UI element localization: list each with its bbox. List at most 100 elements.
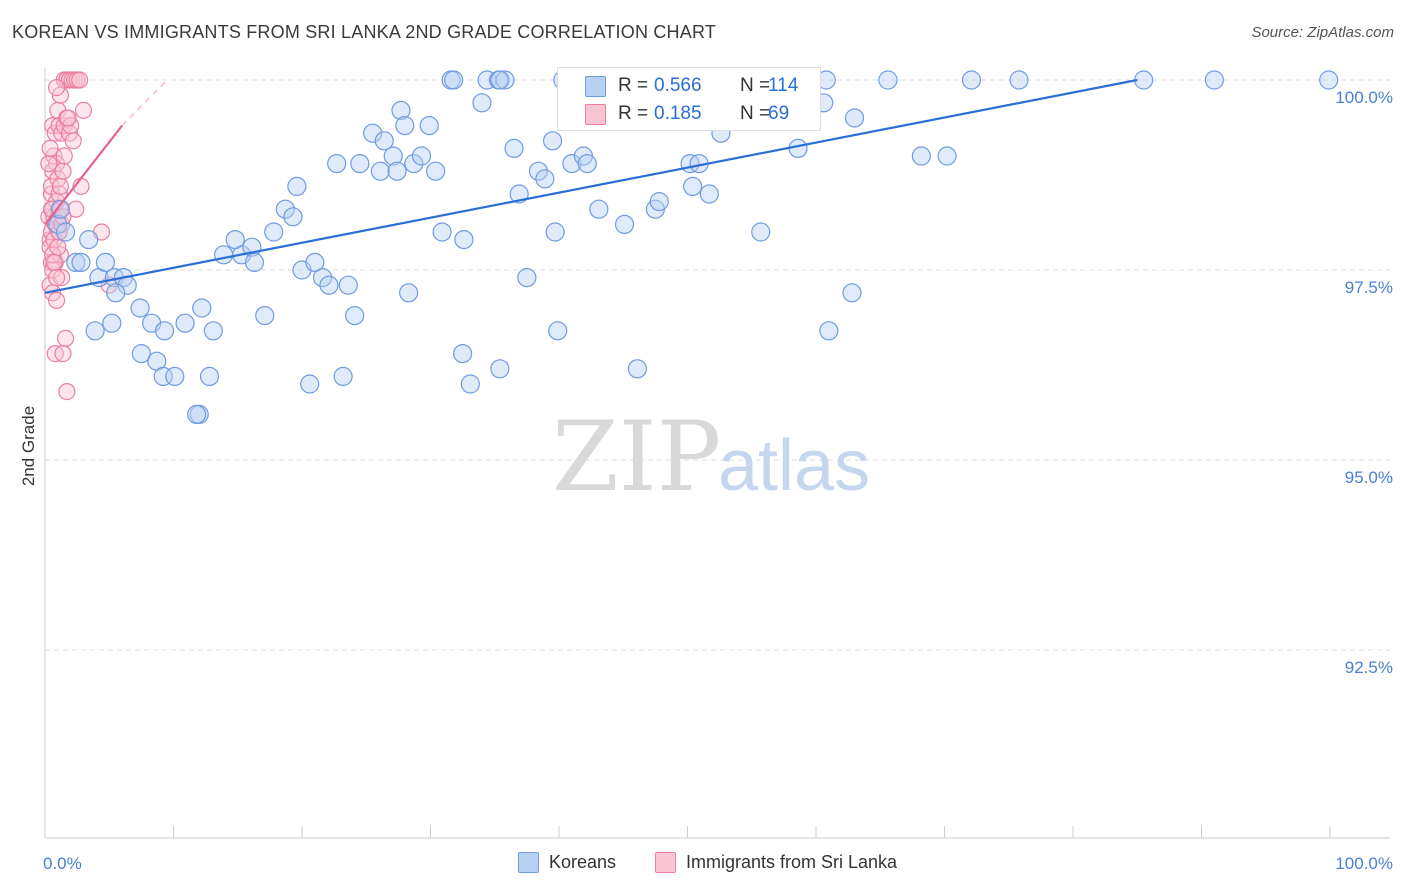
tick-labels: 92.5% 95.0% 97.5% 100.0% 0.0% 100.0% [43,88,1393,873]
koreans-point [192,298,212,318]
koreans-point [472,93,492,113]
koreans-point [199,366,220,386]
chart-title: KOREAN VS IMMIGRANTS FROM SRI LANKA 2ND … [12,22,717,42]
koreans-point [85,321,105,341]
koreans-point [203,321,223,341]
r-label: R = [618,75,649,96]
koreans-point [589,199,609,219]
koreans-point [71,252,91,272]
koreans-point [1319,70,1339,90]
n-label: N = [740,75,771,96]
koreans-point [937,146,957,166]
n-value: 114 [768,75,799,96]
koreans-point [312,268,333,288]
srilanka-point [49,238,67,256]
koreans-point [48,214,68,234]
y-tick-label: 97.5% [1345,278,1393,297]
koreans-point [453,344,473,364]
koreans-point [699,184,719,204]
koreans-point [106,283,126,303]
legend-item-koreans[interactable]: Koreans [518,852,616,873]
koreans-point [911,146,931,166]
bottom-legend: Koreans Immigrants from Sri Lanka [0,852,1406,878]
srilanka-point [74,101,93,120]
koreans-point [275,199,295,219]
series-srilanka-points [40,71,118,401]
koreans-point [454,230,474,250]
srilanka-point [58,383,76,401]
srilanka-point [47,269,66,287]
koreans-point [66,252,86,272]
koreans-point [751,222,771,242]
x-tick-label: 0.0% [43,854,82,873]
koreans-point [548,321,568,341]
srilanka-point [54,345,72,363]
koreans-point [79,230,99,250]
n-value: 69 [768,103,790,124]
srilanka-swatch [655,852,676,873]
koreans-point [819,321,839,341]
srilanka-point [59,109,77,127]
koreans-point [460,374,480,394]
legend-label-koreans: Koreans [549,852,617,872]
koreans-point [214,245,234,265]
koreans-point [55,222,76,242]
srilanka-swatch [585,104,606,125]
koreans-point [1204,70,1224,90]
koreans-point [528,161,549,181]
koreans-point [517,268,537,288]
koreans-point [545,222,565,242]
koreans-point [444,70,464,90]
koreans-point [175,313,195,333]
koreans-point [426,161,446,181]
koreans-point [225,230,245,250]
koreans-point [649,192,669,212]
srilanka-point [45,253,63,271]
r-value: 0.185 [654,103,702,124]
koreans-point [154,321,175,341]
srilanka-point [51,177,70,195]
stats-legend: R = 0.566 N = 114 R = 0.185 N = 69 [557,67,821,131]
stats-row-koreans: R = 0.566 N = 114 [558,72,820,100]
koreans-point [542,131,563,151]
y-tick-label: 95.0% [1345,468,1393,487]
koreans-point [844,108,865,128]
n-label: N = [740,103,771,124]
koreans-point [404,154,424,174]
srilanka-point [53,269,71,287]
srilanka-trendline [44,124,123,226]
r-value: 0.566 [654,75,702,96]
y-tick-label: 92.5% [1345,658,1393,677]
srilanka-point [56,329,75,347]
koreans-point [1134,70,1154,90]
koreans-point [370,161,390,181]
koreans-point [165,366,185,386]
koreans-trendline [44,78,1138,294]
koreans-swatch [585,76,606,97]
koreans-point [319,275,339,295]
srilanka-point [55,147,73,165]
koreans-point [374,131,394,151]
legend-item-srilanka[interactable]: Immigrants from Sri Lanka [655,852,897,873]
koreans-point [345,306,365,326]
koreans-point [387,161,407,181]
koreans-point [287,176,307,196]
koreans-point [419,115,439,136]
koreans-point [363,123,383,143]
legend-label-srilanka: Immigrants from Sri Lanka [686,852,898,872]
srilanka-point [40,155,58,173]
watermark-zip: ZIP [552,401,721,513]
koreans-point [333,366,353,386]
koreans-point [283,207,303,227]
koreans-point [338,275,358,295]
gridlines [45,79,1390,651]
koreans-point [264,222,284,242]
stats-row-srilanka: R = 0.185 N = 69 [558,100,820,128]
koreans-point [395,115,415,136]
koreans-point [411,146,432,166]
koreans-point [95,252,115,272]
srilanka-point [47,291,66,309]
koreans-point [391,100,411,121]
koreans-point [490,70,510,90]
